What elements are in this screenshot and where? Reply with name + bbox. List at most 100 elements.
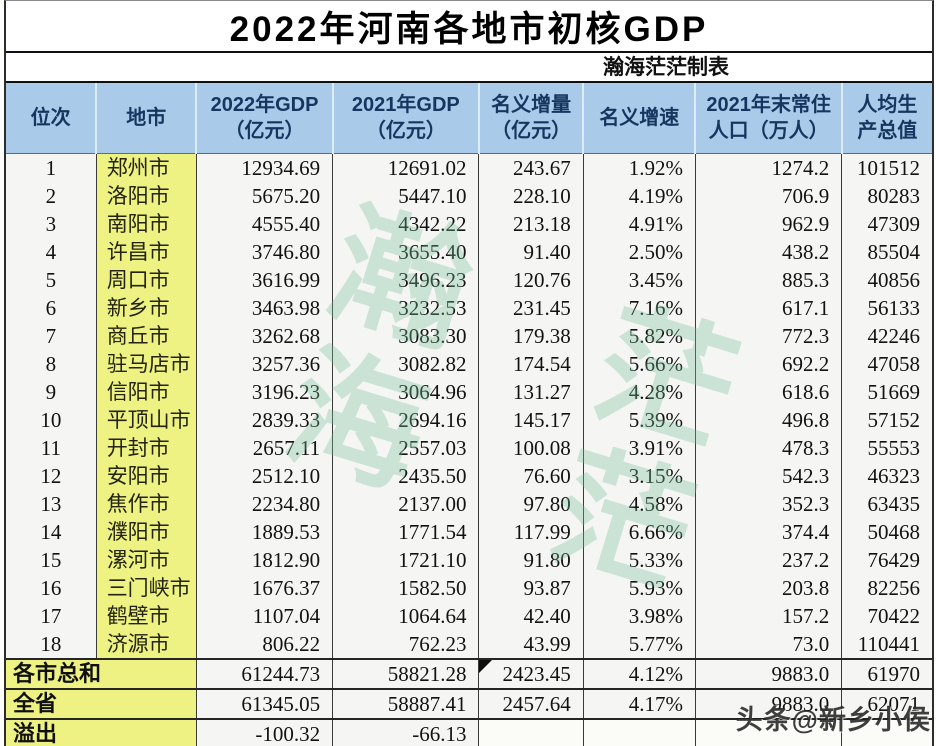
cell-per_capita: 62071 bbox=[841, 688, 932, 719]
cell-per_capita: 70422 bbox=[841, 602, 932, 630]
table-row: 1 郑州市 12934.69 12691.02 243.67 1.92% 1274.2 101… bbox=[6, 153, 932, 182]
table-row: 5 周口市 3616.99 3496.23 120.76 3.45% 885.3 40856 bbox=[6, 266, 932, 294]
cell-gdp_2022: 3616.99 bbox=[195, 266, 333, 294]
table-row: 9 信阳市 3196.23 3064.96 131.27 4.28% 618.6 51669 bbox=[6, 378, 932, 406]
title-row: 2022年河南各地市初核GDP bbox=[6, 1, 932, 53]
cell-gdp_2022: 61244.73 bbox=[195, 658, 333, 689]
cell-rank: 5 bbox=[6, 266, 97, 294]
cell-rank: 10 bbox=[6, 406, 97, 434]
cell-nominal_growth: 5.77% bbox=[582, 630, 696, 659]
cell-nominal_growth: 5.33% bbox=[582, 546, 696, 574]
cell-gdp_2021: 3232.53 bbox=[332, 294, 479, 322]
cell-gdp_2022: 1107.04 bbox=[195, 602, 333, 630]
table-row: 3 南阳市 4555.40 4342.22 213.18 4.91% 962.9 47309 bbox=[6, 210, 932, 238]
column-header: 2021年GDP （亿元） bbox=[331, 83, 479, 154]
table-row: 14 濮阳市 1889.53 1771.54 117.99 6.66% 374.4 50468 bbox=[6, 518, 932, 546]
cell-population: 496.8 bbox=[694, 406, 842, 434]
cell-city: 三门峡市 bbox=[95, 574, 197, 602]
cell-city: 新乡市 bbox=[95, 294, 197, 322]
column-header: 名义增量 （亿元） bbox=[477, 83, 584, 154]
cell-nominal_increase: 117.99 bbox=[478, 518, 584, 546]
cell-nominal_growth: 3.15% bbox=[582, 462, 696, 490]
cell-gdp_2021: -66.13 bbox=[332, 718, 479, 746]
cell-city: 济源市 bbox=[95, 630, 197, 659]
cell-population: 352.3 bbox=[694, 490, 842, 518]
cell-rank: 11 bbox=[6, 434, 97, 462]
cell-city: 信阳市 bbox=[95, 378, 197, 406]
cell-nominal_increase: 93.87 bbox=[478, 574, 584, 602]
cell-nominal_growth bbox=[582, 718, 696, 746]
subtitle-row: 瀚海茫茫制表 bbox=[6, 53, 932, 83]
table-row: 4 许昌市 3746.80 3655.40 91.40 2.50% 438.2 85504 bbox=[6, 238, 932, 266]
gdp-spreadsheet: 2022年河南各地市初核GDP 瀚海茫茫制表 位次 地市 2022年GDP （亿元） 2… bbox=[4, 0, 934, 746]
cell-gdp_2022: 3196.23 bbox=[195, 378, 333, 406]
cell-per_capita: 42246 bbox=[841, 322, 932, 350]
table-row: 7 商丘市 3262.68 3083.30 179.38 5.82% 772.3 42246 bbox=[6, 322, 932, 350]
cell-gdp_2022: 3463.98 bbox=[195, 294, 333, 322]
cell-per_capita: 85504 bbox=[841, 238, 932, 266]
summary-row: 溢出 -100.32 -66.13 bbox=[6, 718, 932, 746]
cell-nominal_increase: 120.76 bbox=[478, 266, 584, 294]
cell-nominal_growth: 4.28% bbox=[582, 378, 696, 406]
table-row: 17 鹤壁市 1107.04 1064.64 42.40 3.98% 157.2 70422 bbox=[6, 602, 932, 630]
table-row: 11 开封市 2657.11 2557.03 100.08 3.91% 478.3 55553 bbox=[6, 434, 932, 462]
summary-label: 各市总和 bbox=[6, 658, 197, 689]
cell-city: 南阳市 bbox=[95, 210, 197, 238]
cell-nominal_growth: 6.66% bbox=[582, 518, 696, 546]
cell-population: 772.3 bbox=[694, 322, 842, 350]
cell-gdp_2021: 3082.82 bbox=[332, 350, 479, 378]
cell-nominal_growth: 3.91% bbox=[582, 434, 696, 462]
cell-population: 73.0 bbox=[694, 630, 842, 659]
cell-city: 商丘市 bbox=[95, 322, 197, 350]
cell-rank: 8 bbox=[6, 350, 97, 378]
cell-city: 周口市 bbox=[95, 266, 197, 294]
cell-nominal_increase: 42.40 bbox=[478, 602, 584, 630]
cell-rank: 12 bbox=[6, 462, 97, 490]
cell-rank: 3 bbox=[6, 210, 97, 238]
cell-city: 平顶山市 bbox=[95, 406, 197, 434]
cell-nominal_growth: 4.17% bbox=[582, 688, 696, 719]
cell-gdp_2022: 2234.80 bbox=[195, 490, 333, 518]
cell-per_capita: 46323 bbox=[841, 462, 932, 490]
cell-rank: 15 bbox=[6, 546, 97, 574]
cell-nominal_increase: 2423.45 bbox=[478, 658, 584, 689]
maker-credit: 瀚海茫茫制表 bbox=[603, 56, 729, 79]
cell-gdp_2021: 2435.50 bbox=[332, 462, 479, 490]
cell-city: 焦作市 bbox=[95, 490, 197, 518]
cell-gdp_2021: 2694.16 bbox=[332, 406, 479, 434]
column-header: 名义增速 bbox=[582, 83, 696, 154]
cell-nominal_growth: 5.93% bbox=[582, 574, 696, 602]
cell-per_capita: 56133 bbox=[841, 294, 932, 322]
cell-per_capita: 55553 bbox=[841, 434, 932, 462]
cell-nominal_growth: 3.45% bbox=[582, 266, 696, 294]
cell-nominal_growth: 4.19% bbox=[582, 182, 696, 210]
cell-city: 洛阳市 bbox=[95, 182, 197, 210]
cell-population: 9883.0 bbox=[694, 658, 842, 689]
cell-per_capita: 61970 bbox=[841, 658, 932, 689]
cell-gdp_2021: 3064.96 bbox=[332, 378, 479, 406]
cell-gdp_2022: 2657.11 bbox=[195, 434, 333, 462]
table-row: 6 新乡市 3463.98 3232.53 231.45 7.16% 617.1 56133 bbox=[6, 294, 932, 322]
cell-gdp_2022: 1676.37 bbox=[195, 574, 333, 602]
cell-population: 157.2 bbox=[694, 602, 842, 630]
cell-corner-marker-icon bbox=[479, 660, 492, 673]
table-row: 16 三门峡市 1676.37 1582.50 93.87 5.93% 203.8 82256 bbox=[6, 574, 932, 602]
cell-rank: 7 bbox=[6, 322, 97, 350]
cell-nominal_growth: 4.58% bbox=[582, 490, 696, 518]
cell-nominal_growth: 1.92% bbox=[582, 153, 696, 182]
cell-population: 692.2 bbox=[694, 350, 842, 378]
cell-gdp_2022: -100.32 bbox=[195, 718, 333, 746]
cell-nominal_growth: 3.98% bbox=[582, 602, 696, 630]
cell-per_capita: 50468 bbox=[841, 518, 932, 546]
cell-nominal_increase: 100.08 bbox=[478, 434, 584, 462]
table-row: 10 平顶山市 2839.33 2694.16 145.17 5.39% 496.8 5715… bbox=[6, 406, 932, 434]
cell-per_capita: 82256 bbox=[841, 574, 932, 602]
cell-per_capita: 51669 bbox=[841, 378, 932, 406]
cell-population: 203.8 bbox=[694, 574, 842, 602]
cell-per_capita: 63435 bbox=[841, 490, 932, 518]
cell-population: 706.9 bbox=[694, 182, 842, 210]
cell-nominal_increase: 97.80 bbox=[478, 490, 584, 518]
summary-label: 溢出 bbox=[6, 718, 197, 746]
cell-gdp_2022: 12934.69 bbox=[195, 153, 333, 182]
